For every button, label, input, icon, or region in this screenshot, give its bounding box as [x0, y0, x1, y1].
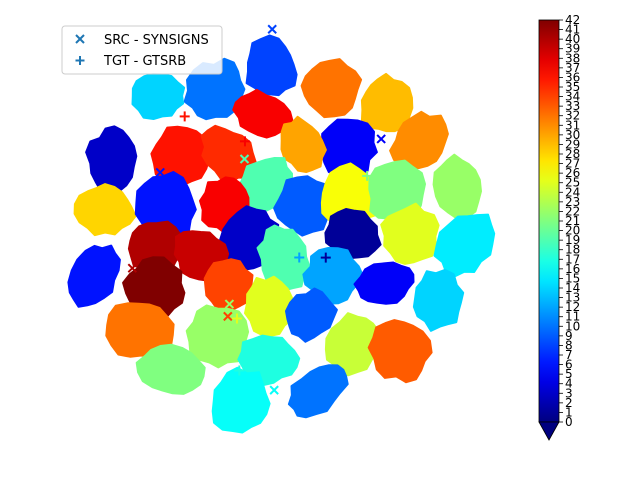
colorbar-tick-label: 4 [565, 377, 573, 391]
colorbar-tick-label: 25 [565, 176, 580, 190]
colorbar-tick-label: 18 [565, 243, 580, 257]
colorbar-ticks: 0123456789101112131415161718192021222324… [559, 13, 580, 429]
src-marker [267, 24, 277, 34]
colorbar-tick-label: 32 [565, 109, 580, 123]
colorbar-tick-label: 36 [565, 70, 580, 84]
colorbar-tick-label: 39 [565, 42, 580, 56]
colorbar-tick-label: 1 [565, 405, 573, 419]
cluster-class-25 [380, 202, 440, 265]
cluster-class-15 [433, 213, 496, 279]
cluster-class-21 [135, 343, 206, 395]
colorbar-tick-label: 28 [565, 147, 580, 161]
cluster-class-29 [360, 72, 414, 133]
colorbar-tick-label: 30 [565, 128, 580, 142]
colorbar-tick-label: 27 [565, 157, 580, 171]
cluster-layer [67, 34, 496, 434]
colorbar-tick-label: 17 [565, 252, 580, 266]
cluster-class-5 [353, 261, 415, 305]
colorbar: 0123456789101112131415161718192021222324… [538, 13, 580, 441]
colorbar-tick-label: 7 [565, 348, 573, 362]
cluster-class-31 [389, 110, 449, 170]
tgt-marker [179, 111, 190, 122]
colorbar-tick-label: 31 [565, 118, 580, 132]
colorbar-tick-label: 35 [565, 80, 580, 94]
colorbar-tick-label: 3 [565, 386, 573, 400]
colorbar-tick-label: 13 [565, 291, 580, 305]
colorbar-tick-label: 14 [565, 281, 580, 295]
colorbar-tick-label: 20 [565, 224, 580, 238]
colorbar-tick-label: 9 [565, 329, 573, 343]
colorbar-tick-label: 15 [565, 271, 580, 285]
tgt-marker [362, 170, 373, 181]
cluster-class-3 [85, 125, 138, 193]
cluster-class-6 [134, 171, 197, 240]
colorbar-tick-label: 42 [565, 13, 580, 27]
colorbar-tick-label: 33 [565, 99, 580, 113]
colorbar-tick-label: 21 [565, 214, 580, 228]
cluster-class-30 [280, 115, 327, 173]
colorbar-tick-label: 11 [565, 310, 580, 324]
src-marker [155, 167, 165, 178]
colorbar-tick-label: 6 [565, 358, 573, 372]
colorbar-tick-label: 12 [565, 300, 580, 314]
colorbar-tick-label: 24 [565, 185, 580, 199]
cluster-class-6 [67, 244, 121, 308]
legend-label-src: SRC - SYNSIGNS [104, 33, 209, 48]
cluster-class-14 [131, 73, 186, 120]
cluster-class-36 [150, 125, 211, 187]
colorbar-tick-label: 34 [565, 90, 580, 104]
cluster-class-16 [211, 366, 271, 434]
src-marker [127, 263, 138, 273]
cluster-class-10 [287, 364, 349, 419]
colorbar-tick-label: 5 [565, 367, 573, 381]
legend-box [61, 25, 223, 75]
cluster-class-8 [245, 34, 298, 97]
src-marker [223, 311, 233, 322]
colorbar-tick-label: 0 [565, 415, 573, 429]
cluster-class-37 [232, 88, 294, 139]
tgt-marker [239, 136, 250, 147]
cluster-class-32 [300, 58, 363, 119]
src-marker [376, 134, 386, 144]
colorbar-tick-label: 38 [565, 51, 580, 65]
colorbar-tick-label: 16 [565, 262, 580, 276]
cluster-class-9 [285, 287, 338, 343]
legend: SRC - SYNSIGNS TGT - GTSRB [61, 25, 223, 75]
colorbar-tick-label: 37 [565, 61, 580, 75]
colorbar-tick-label: 2 [565, 396, 573, 410]
colorbar-tick-label: 19 [565, 233, 580, 247]
tgt-marker [320, 252, 331, 263]
colorbar-tick-label: 40 [565, 32, 580, 46]
cluster-class-24 [324, 312, 385, 377]
colorbar-tick-label: 10 [565, 319, 580, 333]
legend-marker-src [75, 34, 85, 44]
legend-label-tgt: TGT - GTSRB [103, 54, 186, 69]
colorbar-tick-label: 22 [565, 204, 580, 218]
cluster-class-28 [73, 183, 137, 237]
colorbar-extend-triangle [538, 421, 560, 441]
outlier-marker-layer [127, 24, 386, 395]
colorbar-tick-label: 41 [565, 23, 580, 37]
src-marker [269, 385, 279, 395]
tgt-marker [234, 365, 245, 376]
colorbar-tick-label: 8 [565, 338, 573, 352]
colorbar-tick-label: 29 [565, 137, 580, 151]
colorbar-tick-label: 23 [565, 195, 580, 209]
cluster-class-33 [367, 319, 433, 384]
cluster-class-14 [412, 268, 465, 332]
tgt-marker [231, 313, 242, 324]
cluster-class-22 [432, 153, 482, 223]
colorbar-tick-label: 26 [565, 166, 580, 180]
tgt-marker [294, 252, 305, 263]
legend-marker-tgt [75, 56, 85, 65]
src-marker [224, 299, 235, 309]
src-marker [239, 154, 250, 164]
colorbar-gradient [538, 19, 560, 423]
cluster-class-25 [244, 275, 294, 337]
